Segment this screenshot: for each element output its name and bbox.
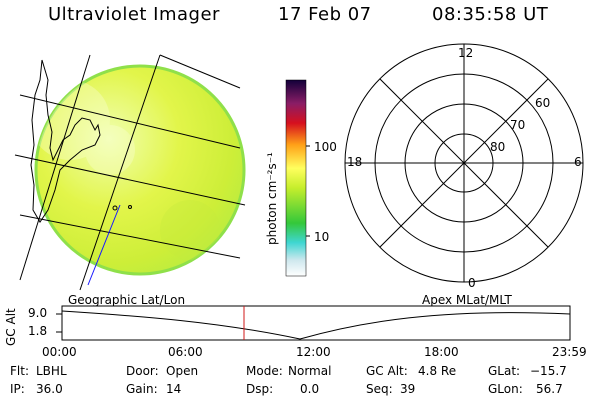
date-label: 17 Feb 07 bbox=[278, 4, 372, 25]
mlt-label-0: 0 bbox=[468, 276, 476, 290]
time-tick-2359: 23:59 bbox=[552, 345, 587, 359]
mlat-label-60: 60 bbox=[535, 96, 551, 110]
altitude-axis-label: GC Alt bbox=[4, 308, 18, 346]
geographic-grid bbox=[14, 54, 246, 291]
glon-value: 56.7 bbox=[536, 382, 563, 396]
coastline-outline bbox=[30, 59, 132, 223]
colorbar bbox=[285, 79, 310, 277]
time-tick-0600: 06:00 bbox=[168, 345, 203, 359]
glat-value: −15.7 bbox=[530, 364, 567, 378]
time-tick-1200: 12:00 bbox=[296, 345, 331, 359]
mlat-label-70: 70 bbox=[510, 118, 526, 132]
mode-value: Normal bbox=[288, 364, 332, 378]
altitude-plot bbox=[56, 305, 571, 341]
door-value: Open bbox=[166, 364, 199, 378]
gain-value: 14 bbox=[166, 382, 182, 396]
door-label: Door: bbox=[126, 364, 159, 378]
colorbar-tick-100: 100 bbox=[314, 140, 337, 154]
mlat-label-80: 80 bbox=[490, 140, 506, 154]
seq-value: 39 bbox=[400, 382, 416, 396]
glon-label: GLon: bbox=[488, 382, 523, 396]
time-tick-0000: 00:00 bbox=[42, 345, 77, 359]
altitude-y-top: 9.0 bbox=[28, 306, 48, 320]
apex-grid-label: Apex MLat/MLT bbox=[422, 293, 512, 307]
polar-mlt-plot bbox=[344, 43, 584, 283]
ip-value: 36.0 bbox=[36, 382, 63, 396]
filter-label: Flt: bbox=[10, 364, 29, 378]
time-tick-1800: 18:00 bbox=[424, 345, 459, 359]
altitude-curve bbox=[61, 310, 571, 340]
mlt-label-18: 18 bbox=[347, 155, 363, 169]
ip-label: IP: bbox=[10, 382, 25, 396]
gcalt-label: GC Alt: bbox=[366, 364, 408, 378]
colorbar-unit-label: photon cm⁻²s⁻¹ bbox=[265, 152, 279, 245]
mlt-label-6: 6 bbox=[574, 155, 582, 169]
mlt-label-12: 12 bbox=[458, 46, 474, 60]
filter-value: LBHL bbox=[36, 364, 67, 378]
gcalt-value: 4.8 Re bbox=[418, 364, 457, 378]
dsp-value: 0.0 bbox=[300, 382, 320, 396]
geographic-grid-label: Geographic Lat/Lon bbox=[68, 293, 186, 307]
altitude-y-bottom: 1.8 bbox=[28, 324, 48, 338]
colorbar-tick-10: 10 bbox=[314, 230, 330, 244]
glat-label: GLat: bbox=[488, 364, 521, 378]
gain-label: Gain: bbox=[126, 382, 158, 396]
time-label: 08:35:58 UT bbox=[432, 4, 549, 25]
mode-label: Mode: bbox=[246, 364, 283, 378]
uv-image-disk bbox=[34, 64, 246, 276]
instrument-title: Ultraviolet Imager bbox=[48, 4, 220, 25]
seq-label: Seq: bbox=[366, 382, 393, 396]
dsp-label: Dsp: bbox=[246, 382, 274, 396]
magnetic-grid bbox=[87, 204, 121, 286]
